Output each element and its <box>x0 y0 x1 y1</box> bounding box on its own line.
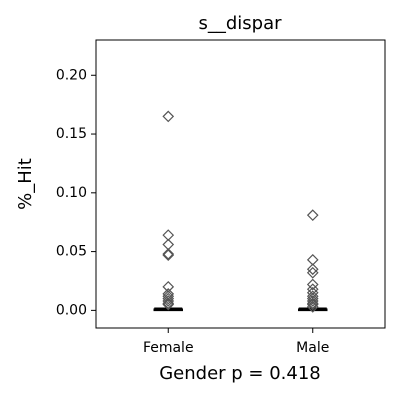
outlier <box>162 292 175 305</box>
x-tick-label: Female <box>143 340 194 356</box>
outlier <box>306 209 319 221</box>
outlier <box>162 281 175 293</box>
outlier <box>306 263 319 276</box>
y-tick-label: 0.10 <box>56 185 87 201</box>
y-tick-label: 0.20 <box>56 67 87 83</box>
y-tick-label: 0.15 <box>56 126 87 142</box>
outlier <box>162 229 175 241</box>
outlier <box>162 297 175 310</box>
y-tick-label: 0.05 <box>56 244 87 260</box>
y-tick-label: 0.00 <box>56 302 87 318</box>
outlier <box>306 298 319 311</box>
outlier <box>306 300 319 313</box>
outlier <box>162 248 175 260</box>
x-axis-label: Gender p = 0.418 <box>159 363 321 384</box>
x-tick-label: Male <box>296 340 329 356</box>
outlier <box>162 290 175 303</box>
outlier <box>162 238 175 251</box>
outlier <box>306 278 319 291</box>
outlier <box>306 295 319 307</box>
plot-frame <box>95 39 386 329</box>
outlier <box>162 249 175 261</box>
outlier <box>306 266 319 279</box>
outlier <box>306 292 319 305</box>
outlier <box>162 295 175 307</box>
chart-title: s__dispar <box>198 13 282 34</box>
outlier <box>162 298 175 311</box>
outlier <box>162 110 175 123</box>
y-axis-label: %_Hit <box>15 158 36 210</box>
outlier <box>306 297 319 310</box>
outlier <box>306 253 319 266</box>
